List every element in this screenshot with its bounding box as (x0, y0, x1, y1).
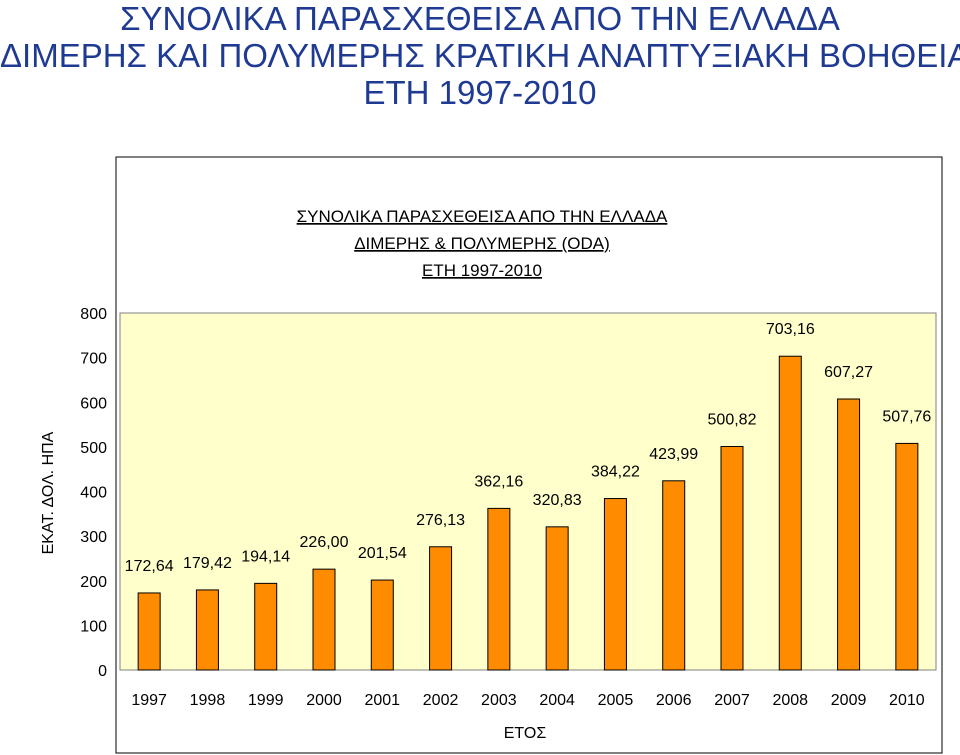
x-tick-label-2003: 2003 (481, 692, 517, 709)
bar-2004 (545, 526, 569, 671)
y-tick-label-3: 300 (80, 529, 107, 546)
data-label-2009: 607,27 (824, 364, 873, 381)
data-label-1999: 194,14 (241, 548, 290, 565)
data-label-1997: 172,64 (125, 558, 174, 575)
y-tick-label-8: 800 (80, 306, 107, 323)
y-tick-label-7: 700 (80, 351, 107, 368)
bar-2009 (837, 398, 861, 671)
y-tick-label-4: 400 (80, 485, 107, 502)
x-tick-label-2006: 2006 (656, 692, 692, 709)
y-tick-label-1: 100 (80, 618, 107, 635)
y-axis-label: ΕΚΑΤ. ΔΟΛ. ΗΠΑ (40, 431, 57, 554)
x-tick-label-2009: 2009 (831, 692, 867, 709)
data-label-2000: 226,00 (300, 534, 349, 551)
page-title-line-3: ΕΤΗ 1997-2010 (363, 74, 597, 111)
data-label-2003: 362,16 (474, 473, 523, 490)
y-tick-label-6: 600 (80, 395, 107, 412)
data-label-2010: 507,76 (882, 408, 931, 425)
bar-2006 (662, 480, 686, 671)
bar-1998 (195, 589, 219, 671)
x-tick-label-2001: 2001 (364, 692, 400, 709)
bar-2005 (603, 498, 627, 671)
data-label-2002: 276,13 (416, 512, 465, 529)
bar-2010 (895, 442, 919, 671)
bar-2001 (370, 579, 394, 671)
bar-2002 (429, 546, 453, 671)
data-label-2007: 500,82 (708, 412, 757, 429)
page-title: ΣΥΝΟΛΙΚΑ ΠΑΡΑΣΧΕΘΕΙΣΑ ΑΠΟ ΤΗΝ ΕΛΛΑΔΑ ΔΙΜ… (0, 0, 960, 111)
x-tick-label-1998: 1998 (190, 692, 226, 709)
y-tick-label-2: 200 (80, 574, 107, 591)
x-tick-label-2000: 2000 (306, 692, 342, 709)
y-tick-label-0: 0 (98, 663, 107, 680)
x-tick-label-2005: 2005 (598, 692, 634, 709)
chart-title-line-1: ΣΥΝΟΛΙΚΑ ΠΑΡΑΣΧΕΘΕΙΣΑ ΑΠΟ ΤΗΝ ΕΛΛΑΔΑ (297, 207, 668, 226)
x-tick-label-2007: 2007 (714, 692, 750, 709)
bar-1997 (137, 592, 161, 671)
data-label-2006: 423,99 (649, 446, 698, 463)
chart-title-line-2: ΔΙΜΕΡΗΣ & ΠΟΛΥΜΕΡΗΣ (ODA) (354, 234, 610, 253)
data-label-2008: 703,16 (766, 321, 815, 338)
page-title-line-1: ΣΥΝΟΛΙΚΑ ΠΑΡΑΣΧΕΘΕΙΣΑ ΑΠΟ ΤΗΝ ΕΛΛΑΔΑ (120, 0, 840, 37)
x-tick-label-2010: 2010 (889, 692, 925, 709)
data-label-2005: 384,22 (591, 464, 640, 481)
bar-1999 (254, 582, 278, 671)
x-tick-label-1997: 1997 (131, 692, 167, 709)
y-tick-label-5: 500 (80, 440, 107, 457)
data-labels: 172,64 179,42 194,14 226,00 201,54 276,13 362,… (125, 321, 932, 575)
chart-title-line-3: ΕΤΗ 1997-2010 (422, 261, 542, 280)
x-tick-label-2008: 2008 (772, 692, 808, 709)
plot-area (119, 312, 937, 671)
chart-title: ΣΥΝΟΛΙΚΑ ΠΑΡΑΣΧΕΘΕΙΣΑ ΑΠΟ ΤΗΝ ΕΛΛΑΔΑ ΔΙΜ… (297, 207, 668, 280)
bar-2000 (312, 568, 336, 671)
x-tick-label-1999: 1999 (248, 692, 284, 709)
x-tick-label-2004: 2004 (539, 692, 575, 709)
x-tick-label-2002: 2002 (423, 692, 459, 709)
x-axis-label: ΕΤΟΣ (504, 725, 547, 742)
data-label-1998: 179,42 (183, 555, 232, 572)
x-axis-ticks: 1997 1998 1999 2000 2001 2002 2003 2004 2005 2006… (131, 692, 924, 709)
y-axis-ticks: 0 100 200 300 400 500 600 700 800 (80, 306, 107, 680)
bar-2008 (778, 355, 802, 671)
bar-2007 (720, 446, 744, 671)
data-label-2001: 201,54 (358, 545, 407, 562)
page-title-line-2: ΔΙΜΕΡΗΣ ΚΑΙ ΠΟΛΥΜΕΡΗΣ ΚΡΑΤΙΚΗ ΑΝΑΠΤΥΞΙΑΚ… (0, 37, 960, 74)
data-label-2004: 320,83 (533, 492, 582, 509)
bar-2003 (487, 507, 511, 671)
bars (137, 355, 919, 671)
